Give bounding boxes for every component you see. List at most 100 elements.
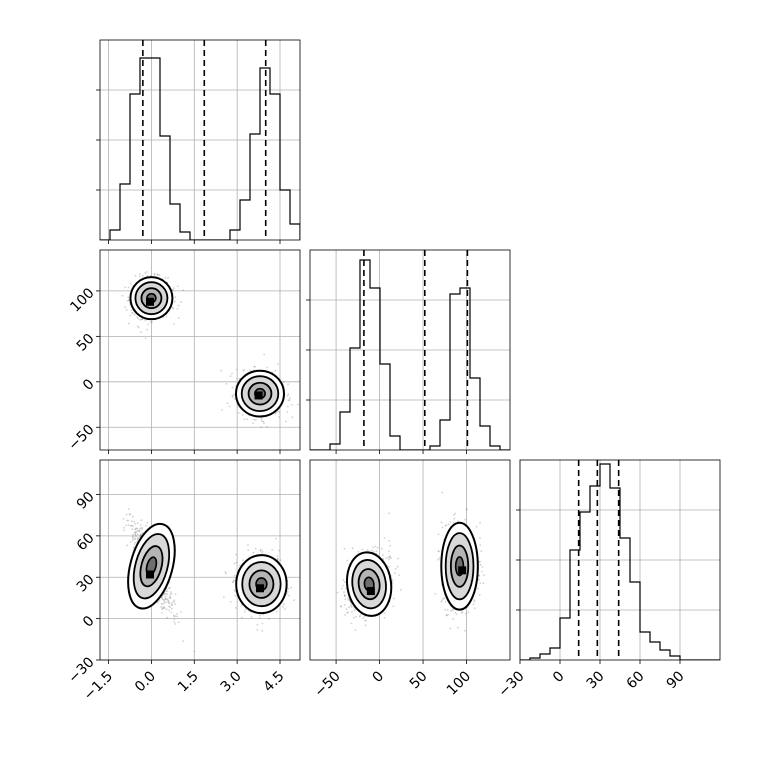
- scatter-point: [479, 521, 481, 524]
- scatter-point: [388, 550, 390, 553]
- scatter-point: [350, 603, 353, 606]
- scatter-point: [146, 522, 149, 524]
- scatter-point: [344, 598, 347, 601]
- scatter-point: [259, 548, 262, 551]
- scatter-point: [131, 312, 134, 314]
- scatter-point: [457, 520, 459, 522]
- scatter-point: [350, 605, 353, 608]
- scatter-point: [252, 551, 255, 554]
- scatter-point: [172, 287, 175, 290]
- scatter-p1-p3-xtick-label-1: 0.0: [132, 668, 159, 695]
- scatter-point: [123, 529, 125, 532]
- scatter-point: [472, 603, 475, 606]
- scatter-point: [134, 538, 137, 541]
- scatter-point: [343, 604, 346, 606]
- scatter-point: [133, 543, 136, 546]
- scatter-point: [137, 537, 139, 539]
- scatter-p1-p3-ytick-label-2: 30: [74, 572, 98, 596]
- hist-p3-panel: −30 0 30 60 90: [495, 459, 721, 701]
- scatter-point: [256, 629, 259, 631]
- scatter-point: [479, 563, 482, 566]
- scatter-point: [263, 422, 265, 425]
- scatter-point: [287, 393, 290, 396]
- scatter-point: [447, 523, 450, 526]
- scatter-point: [275, 610, 278, 613]
- scatter-point: [445, 524, 448, 527]
- scatter-point: [340, 605, 343, 608]
- scatter-point: [136, 530, 139, 532]
- scatter-point: [224, 572, 227, 575]
- scatter-point: [136, 316, 138, 318]
- scatter-point: [232, 579, 235, 581]
- scatter-point: [174, 603, 177, 605]
- scatter-point: [443, 597, 446, 599]
- scatter-point: [163, 601, 166, 604]
- scatter-point: [441, 599, 443, 602]
- scatter-point: [169, 606, 172, 609]
- scatter-point: [167, 600, 170, 603]
- scatter-point: [158, 599, 161, 602]
- scatter-point: [169, 595, 172, 598]
- scatter-point: [344, 614, 347, 616]
- scatter-point: [434, 592, 437, 595]
- scatter-point: [164, 277, 167, 279]
- scatter-point: [343, 595, 346, 597]
- hist-p2-step-line: [310, 259, 510, 450]
- scatter-point: [454, 512, 456, 515]
- scatter-point: [177, 317, 180, 319]
- scatter-p1-p3-frame: [99, 459, 301, 661]
- scatter-point: [346, 597, 349, 600]
- scatter-point: [254, 365, 256, 368]
- scatter-point: [141, 318, 144, 321]
- scatter-point: [289, 397, 291, 400]
- scatter-point: [286, 411, 289, 413]
- scatter-point: [235, 561, 238, 564]
- scatter-point: [274, 369, 277, 372]
- scatter-point: [169, 587, 172, 589]
- scatter-point: [236, 368, 238, 371]
- scatter-point: [177, 621, 180, 624]
- scatter-point: [278, 411, 281, 413]
- scatter-point: [161, 598, 164, 600]
- scatter-point: [283, 381, 285, 383]
- scatter-point: [173, 599, 175, 602]
- scatter-point: [182, 640, 185, 642]
- scatter-point: [169, 597, 172, 600]
- scatter-point: [170, 592, 173, 595]
- scatter-point: [464, 518, 467, 521]
- scatter-point: [478, 574, 481, 577]
- scatter-point: [162, 598, 165, 601]
- scatter-point: [134, 534, 137, 536]
- scatter-point: [173, 600, 176, 603]
- scatter-p1-p2-ytick-label-1: 0: [80, 376, 98, 394]
- scatter-point: [394, 572, 396, 574]
- scatter-point: [460, 611, 463, 614]
- scatter-point: [479, 544, 482, 547]
- scatter-point: [259, 550, 262, 552]
- scatter-point: [288, 594, 290, 597]
- scatter-point: [372, 550, 375, 553]
- scatter-point: [166, 593, 169, 596]
- scatter-point: [164, 598, 167, 601]
- scatter-point: [253, 418, 256, 421]
- scatter-point: [132, 515, 134, 518]
- scatter-point: [261, 622, 264, 625]
- hist-p3-xtick-label-0: −30: [495, 668, 527, 700]
- hist-p1-content: [100, 40, 300, 240]
- scatter-point: [140, 318, 143, 321]
- scatter-point: [383, 612, 386, 615]
- scatter-point: [136, 325, 139, 328]
- scatter-p1-p3-ytick-label-3: 60: [74, 530, 98, 554]
- scatter-point: [250, 616, 253, 619]
- scatter-point: [399, 589, 402, 591]
- scatter-point: [242, 559, 244, 562]
- scatter-point: [161, 603, 164, 605]
- scatter-point: [171, 604, 174, 607]
- scatter-point: [354, 629, 357, 631]
- scatter-point: [392, 597, 395, 600]
- scatter-point: [168, 605, 171, 608]
- scatter-p1-p2-ytick-label-2: 50: [74, 331, 98, 355]
- scatter-point: [165, 598, 168, 601]
- scatter-point: [174, 615, 177, 618]
- scatter-point: [121, 294, 124, 297]
